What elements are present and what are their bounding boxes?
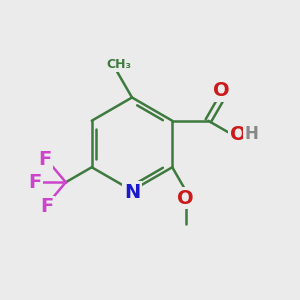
Text: O: O <box>178 189 194 208</box>
Text: CH₃: CH₃ <box>106 58 131 70</box>
Text: N: N <box>124 182 140 202</box>
Text: F: F <box>40 197 53 216</box>
Text: F: F <box>38 150 52 169</box>
Text: H: H <box>244 125 258 143</box>
Text: O: O <box>230 125 247 144</box>
Text: O: O <box>214 81 230 100</box>
Text: F: F <box>28 173 42 192</box>
